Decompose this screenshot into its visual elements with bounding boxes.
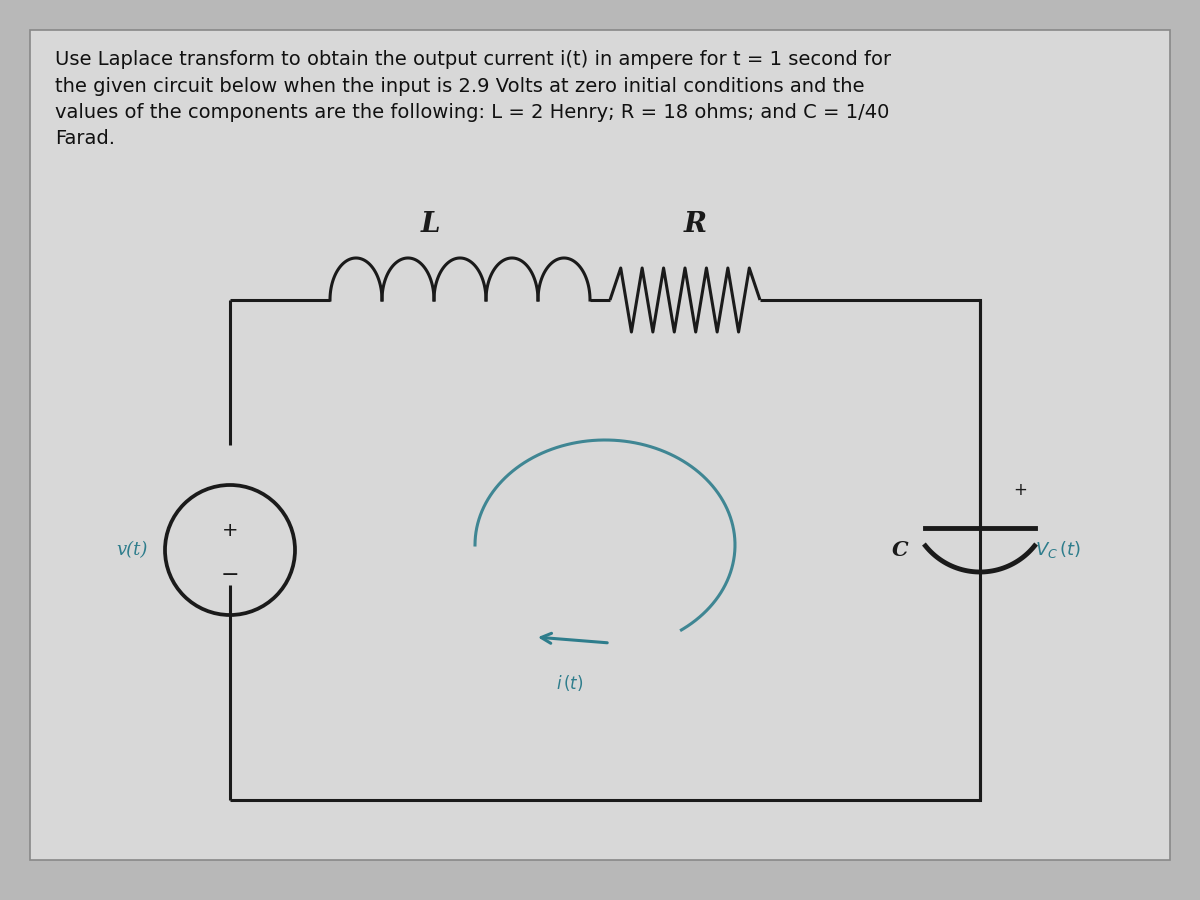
Text: +: + bbox=[222, 520, 239, 539]
Text: −: − bbox=[221, 565, 239, 585]
FancyBboxPatch shape bbox=[30, 30, 1170, 860]
Text: $V_C\,(t)$: $V_C\,(t)$ bbox=[1036, 539, 1081, 561]
Text: v(t): v(t) bbox=[116, 541, 148, 559]
Text: L: L bbox=[420, 211, 439, 238]
Text: +: + bbox=[1013, 481, 1027, 499]
Text: Use Laplace transform to obtain the output current i(t) in ampere for t = 1 seco: Use Laplace transform to obtain the outp… bbox=[55, 50, 892, 148]
Text: R: R bbox=[684, 211, 707, 238]
Text: $i\,(t)$: $i\,(t)$ bbox=[557, 673, 583, 693]
Text: C: C bbox=[892, 540, 908, 560]
